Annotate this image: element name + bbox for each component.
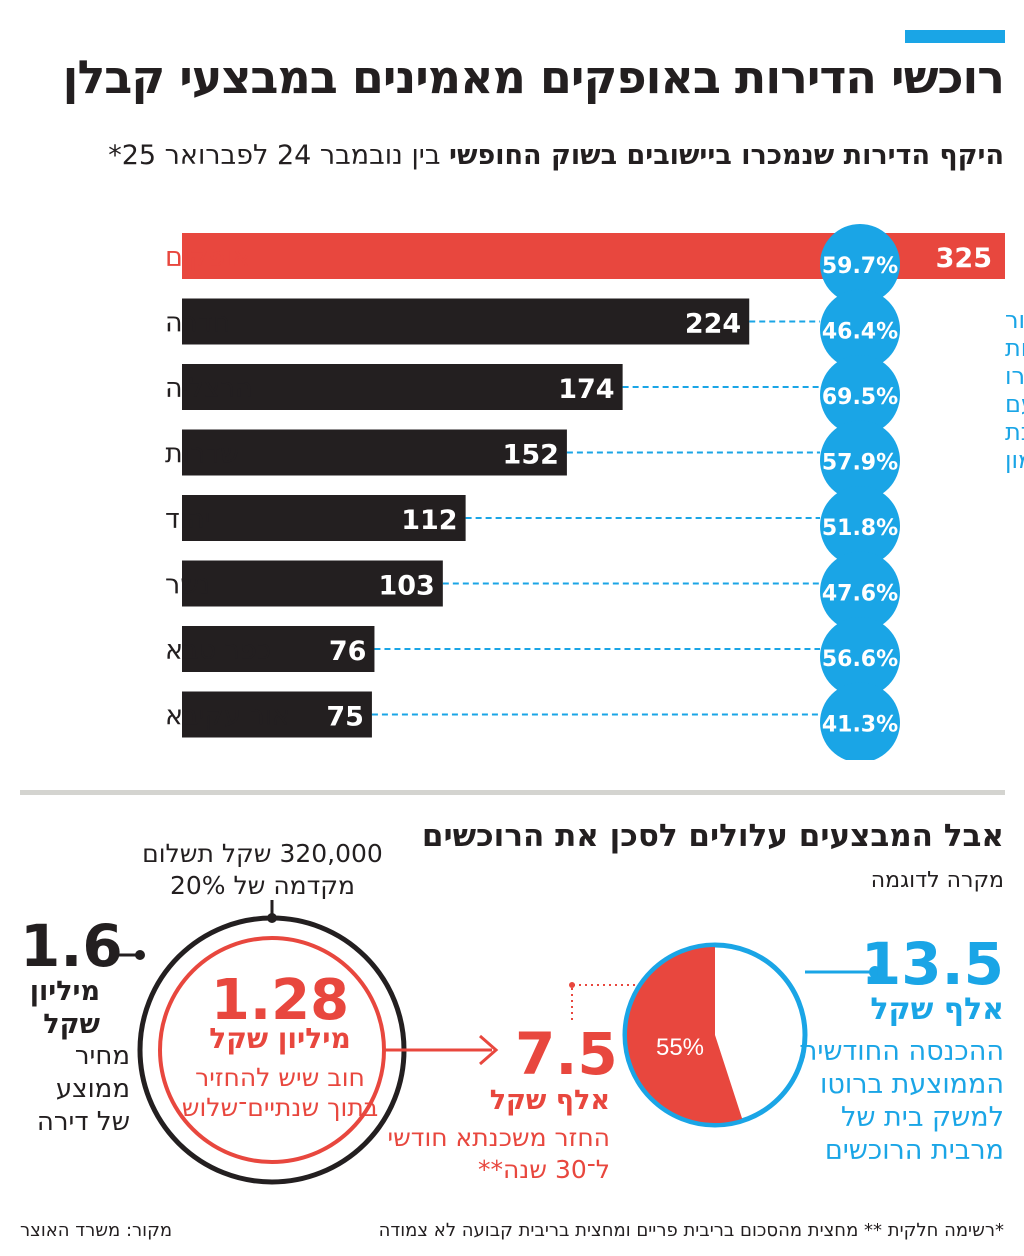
- price-unit: מיליון שקל: [29, 976, 100, 1040]
- side-label-line: שיעור: [1005, 306, 1024, 334]
- category-label: כפר סבא: [165, 635, 271, 666]
- section-divider: [20, 790, 1005, 795]
- category-label: חדרה: [165, 308, 230, 339]
- side-label-line: שנמכרו: [1005, 362, 1024, 390]
- debt-unit: מיליון שקל: [209, 1022, 351, 1055]
- rate-circle: [820, 420, 900, 501]
- bar-value-label: 224: [685, 309, 741, 340]
- bar-value-label: 76: [329, 636, 367, 667]
- rate-circle: [820, 224, 900, 304]
- down-payment-text: 320,000 שקל תשלום מקדמה של 20%: [142, 839, 383, 900]
- mortgage-pie-slice: [627, 947, 743, 1123]
- chart-subtitle: היקף הדירות שנמכרו ביישובים בשוק החופשי …: [108, 140, 1004, 171]
- category-label: הרצליה: [165, 373, 253, 404]
- bar: [182, 429, 567, 476]
- category-label: שדרות: [165, 439, 239, 470]
- mortgage-description: החזר משכנתא חודשי ל־30 שנה**: [387, 1123, 611, 1184]
- side-label-line: הדירות: [1005, 334, 1024, 362]
- header-accent-bar: [905, 30, 1005, 43]
- bar-value-label: 75: [326, 702, 364, 733]
- bar: [182, 691, 372, 738]
- income-description: ההכנסה החודשית הממוצעת ברוטו למשק בית של…: [799, 1036, 1004, 1166]
- rate-label: 56.6%: [822, 647, 898, 672]
- rate-label: 51.8%: [822, 516, 898, 541]
- rate-label: 41.3%: [822, 713, 898, 738]
- bars-group: 325 אופקים 59.7% 224 חדרה 46.4% 174 הרצליה 69.5%…: [165, 224, 1005, 760]
- down-payment-dot: [267, 913, 277, 923]
- pie-percent-label: 55%: [656, 1034, 704, 1061]
- category-label: נשר: [165, 570, 210, 601]
- bar: [182, 298, 750, 345]
- price-dot: [135, 950, 145, 960]
- rate-circle: [820, 289, 900, 370]
- bar-value-label: 152: [503, 440, 559, 471]
- bar: [182, 495, 466, 541]
- rate-label: 57.9%: [822, 451, 898, 476]
- price-value: 1.6: [20, 912, 123, 980]
- bar: [182, 626, 375, 672]
- bar-value-label: 174: [558, 374, 614, 405]
- category-label: אופקים: [165, 242, 250, 273]
- rate-circle: [820, 682, 900, 760]
- income-value: 13.5: [860, 930, 1004, 998]
- rate-label: 69.5%: [822, 385, 898, 410]
- side-label-line: עם: [1005, 390, 1024, 418]
- rate-circle: [820, 486, 900, 566]
- debt-arrow-head: [479, 1034, 499, 1066]
- rate-label: 46.4%: [822, 320, 898, 345]
- subtitle-bold: היקף הדירות שנמכרו ביישובים בשוק החופשי: [449, 140, 1004, 171]
- category-label: יהוד: [165, 504, 211, 535]
- category-label: אור עקיבא: [165, 701, 290, 732]
- mortgage-connector: [571, 984, 638, 1020]
- bar: [182, 560, 443, 607]
- rate-label: 59.7%: [822, 254, 898, 279]
- bar-value-label: 112: [401, 505, 457, 536]
- bar-value-label: 325: [936, 243, 992, 274]
- section2-subtitle: מקרה לדוגמה: [870, 868, 1004, 893]
- mortgage-dot: [569, 982, 575, 988]
- price-description: מחיר ממוצע של דירה: [36, 1041, 130, 1137]
- footnote: *רשימה חלקית ** מחצית מהסכום בריבית פריי…: [378, 1220, 1004, 1241]
- rate-circle: [820, 551, 900, 632]
- page-title: רוכשי הדירות באופקים מאמינים במבצעי קבלן: [62, 50, 1005, 104]
- source-credit: מקור: משרד האוצר: [20, 1220, 173, 1241]
- debt-value: 1.28: [210, 968, 350, 1033]
- rate-circle: [820, 617, 900, 697]
- debt-description: חוב שיש להחזיר בתוך שנתיים־שלוש: [181, 1063, 379, 1122]
- mortgage-value: 7.5: [515, 1020, 618, 1088]
- mortgage-unit: אלף שקל: [489, 1085, 610, 1116]
- section2-title: אבל המבצעים עלולים לסכן את הרוכשים: [421, 818, 1004, 854]
- side-label-line: מימון: [1005, 446, 1024, 474]
- income-unit: אלף שקל: [870, 992, 1004, 1027]
- bar-value-label: 103: [378, 571, 434, 602]
- bar-chart: שיעורהדירותשנמכרועםהטבתמימון 325 אופקים 59…: [165, 224, 1024, 760]
- rate-label: 47.6%: [822, 582, 898, 607]
- side-label-line: הטבת: [1005, 418, 1024, 446]
- subtitle-rest: בין נובמבר 24 לפברואר 25*: [108, 140, 450, 171]
- rate-circle: [820, 355, 900, 435]
- financing-rate-label: שיעורהדירותשנמכרועםהטבתמימון: [1005, 306, 1024, 474]
- bar: [182, 364, 623, 410]
